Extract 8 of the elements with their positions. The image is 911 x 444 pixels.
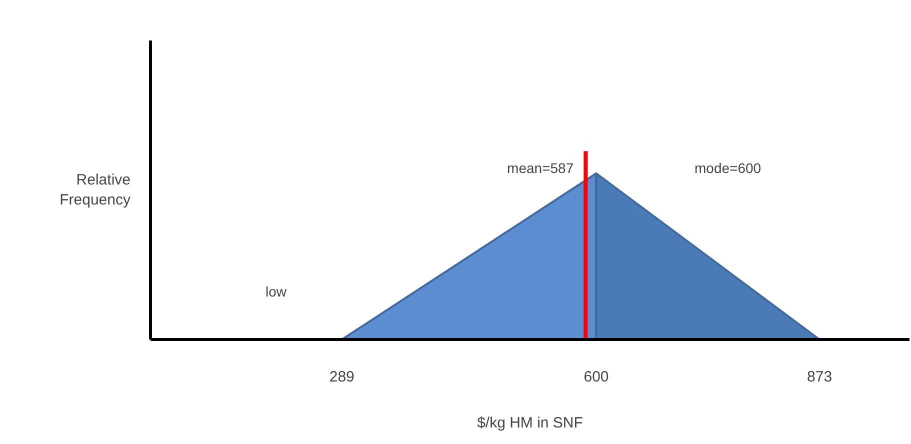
y-axis-title: Relative Frequency [60, 171, 131, 209]
x-tick-label: 873 [807, 368, 832, 386]
ref-line-label: mean=587 [507, 160, 574, 176]
annotation: mode=600 [694, 160, 762, 176]
x-tick-label: 289 [329, 368, 354, 386]
x-tick-label: 600 [584, 368, 609, 386]
annotation: low [266, 284, 288, 300]
x-axis-title: $/kg HM in SNF [477, 414, 583, 432]
